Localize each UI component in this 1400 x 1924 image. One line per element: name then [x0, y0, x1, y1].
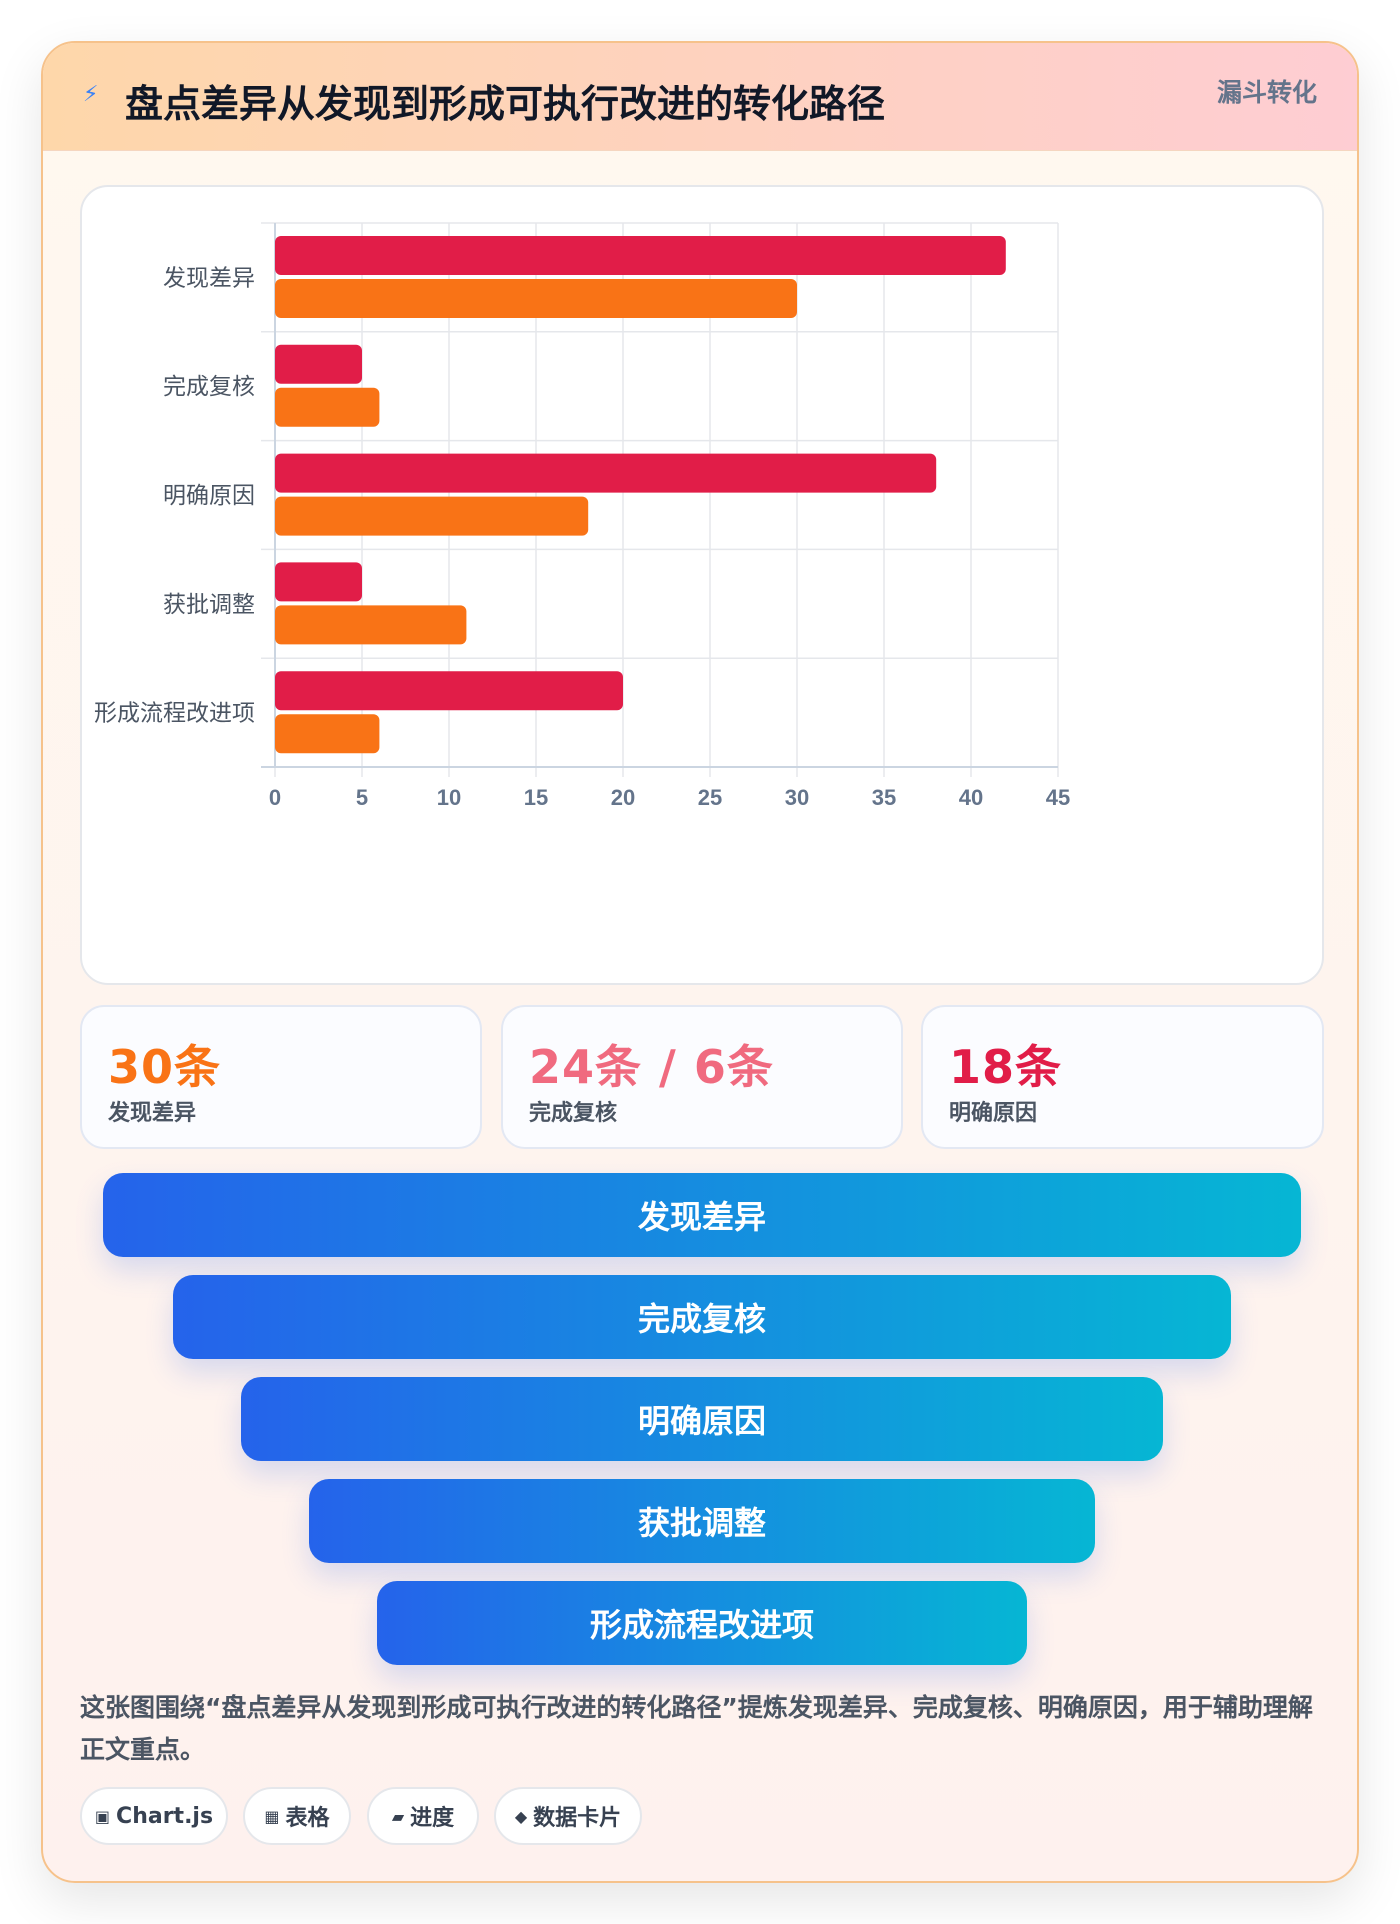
- category-label: 获批调整: [163, 592, 255, 618]
- x-tick-label: 10: [437, 785, 461, 810]
- table-icon: ▦: [264, 1806, 280, 1826]
- bar: [275, 279, 797, 318]
- stat-card-2: 24条 / 6条 完成复核: [501, 1005, 903, 1149]
- chip-label: Chart.js: [116, 1803, 214, 1829]
- infographic-card: ⚡ 盘点差异从发现到形成可执行改进的转化路径 漏斗转化 发现差异 完成复核 明确原因…: [41, 41, 1359, 1883]
- stat-label: 明确原因: [949, 1101, 1038, 1126]
- chip-label: 表格: [285, 1806, 330, 1831]
- stat-value: 24条 / 6条: [529, 1040, 774, 1094]
- category-label: 完成复核: [163, 374, 255, 400]
- page-title: 盘点差异从发现到形成可执行改进的转化路径: [125, 82, 886, 126]
- bar: [275, 714, 380, 754]
- category-label: 明确原因: [163, 483, 255, 509]
- stat-label: 完成复核: [529, 1101, 618, 1126]
- x-tick-label: 35: [872, 785, 896, 810]
- stat-value: 18条: [949, 1040, 1063, 1094]
- x-tick-label: 15: [524, 785, 548, 810]
- x-tick-label: 0: [269, 785, 281, 810]
- chip-data-card[interactable]: ◆ 数据卡片: [494, 1787, 642, 1845]
- bar: [275, 236, 1006, 275]
- stat-label: 发现差异: [108, 1101, 197, 1126]
- x-tick-label: 45: [1046, 785, 1070, 810]
- funnel-step-1: 发现差异: [103, 1173, 1301, 1257]
- bar: [275, 671, 623, 711]
- progress-icon: ▰: [391, 1806, 405, 1826]
- funnel-step-5: 形成流程改进项: [377, 1581, 1027, 1665]
- x-tick-label: 30: [785, 785, 809, 810]
- bar: [275, 453, 937, 493]
- x-tick-label: 20: [611, 785, 635, 810]
- stat-card-1: 30条 发现差异: [80, 1005, 482, 1149]
- funnel-step-4: 获批调整: [309, 1479, 1095, 1563]
- summary-text: 这张图围绕“盘点差异从发现到形成可执行改进的转化路径”提炼发现差异、完成复核、明…: [80, 1693, 1313, 1764]
- lightning-icon: ⚡: [83, 82, 99, 107]
- chip-label: 进度: [410, 1806, 455, 1831]
- chip-label: 数据卡片: [533, 1806, 622, 1831]
- bar: [275, 387, 380, 427]
- bar: [275, 496, 589, 536]
- diamond-icon: ◆: [514, 1806, 528, 1826]
- funnel-step-2: 完成复核: [173, 1275, 1231, 1359]
- bar: [275, 605, 467, 645]
- x-tick-label: 25: [698, 785, 722, 810]
- category-label: 形成流程改进项: [94, 701, 255, 727]
- x-tick-label: 5: [356, 785, 368, 810]
- chart-icon: ▣: [94, 1806, 111, 1826]
- funnel-step-3: 明确原因: [241, 1377, 1163, 1461]
- bar: [275, 344, 362, 384]
- chip-table[interactable]: ▦ 表格: [243, 1787, 351, 1845]
- category-label: 发现差异: [163, 265, 255, 291]
- chart-type-tag: 漏斗转化: [1216, 78, 1317, 107]
- stat-card-3: 18条 明确原因: [921, 1005, 1324, 1149]
- bar-chart: 发现差异完成复核明确原因获批调整形成流程改进项 0 5 10 15 20 25 30 35 40 4…: [80, 185, 1324, 985]
- bar: [275, 562, 362, 602]
- card-header: ⚡ 盘点差异从发现到形成可执行改进的转化路径 漏斗转化: [43, 43, 1357, 151]
- stat-value: 30条: [108, 1040, 222, 1094]
- chip-progress[interactable]: ▰ 进度: [367, 1787, 479, 1845]
- chip-chartjs[interactable]: ▣ Chart.js: [80, 1787, 228, 1845]
- x-tick-label: 40: [959, 785, 983, 810]
